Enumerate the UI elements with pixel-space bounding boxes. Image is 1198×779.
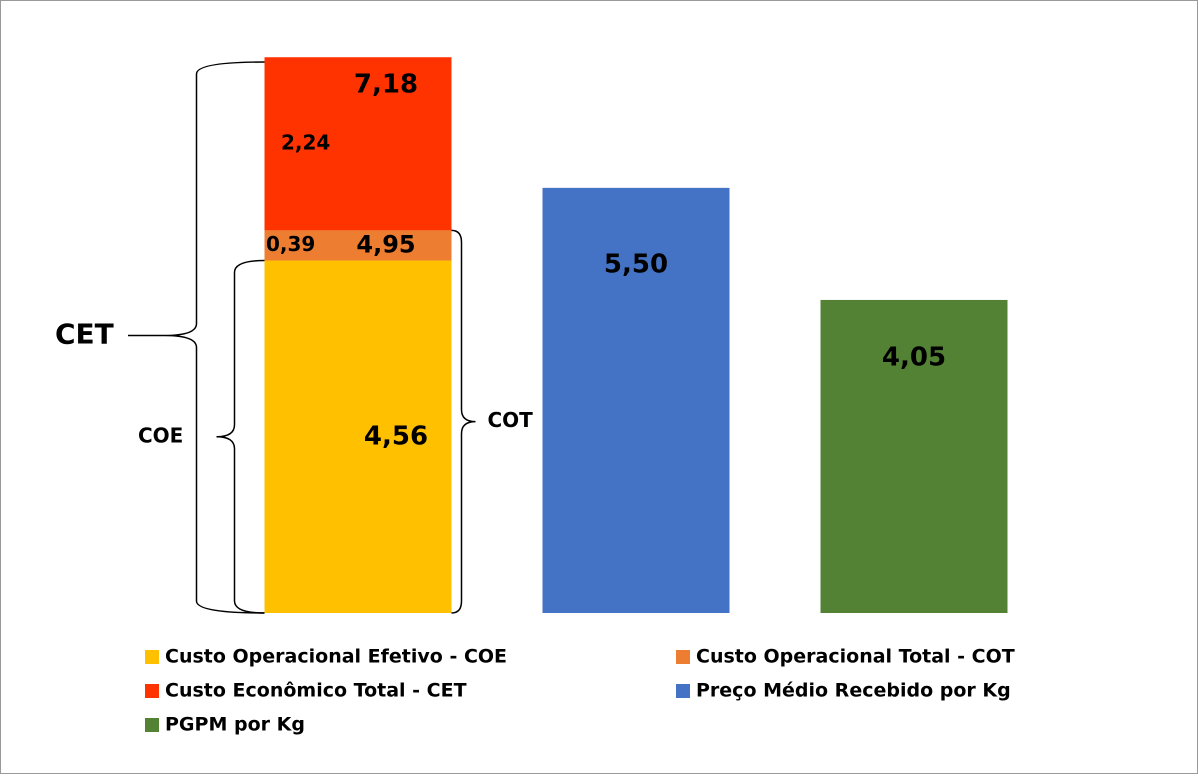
brace: [216, 259, 265, 614]
value-label: 7,18: [354, 70, 418, 100]
bar-segment: [820, 299, 1008, 613]
legend-swatch: [676, 650, 690, 664]
brace: [451, 229, 476, 614]
bar-segment: [264, 57, 452, 231]
legend-swatch: [145, 718, 159, 732]
bar-segment: [264, 260, 452, 613]
legend-label: Preço Médio Recebido por Kg: [696, 680, 1011, 702]
value-label: 5,50: [604, 249, 668, 279]
value-label: 4,56: [364, 421, 428, 451]
bar-segment: [264, 230, 452, 261]
annotation: COE: [138, 423, 183, 447]
legend-swatch: [145, 650, 159, 664]
value-label: 4,05: [882, 342, 946, 372]
annotation: CET: [55, 318, 114, 351]
value-label: 2,24: [281, 130, 330, 154]
legend-label: PGPM por Kg: [165, 714, 305, 736]
legend-swatch: [676, 684, 690, 698]
value-label: 0,39: [266, 232, 315, 256]
legend-swatch: [145, 684, 159, 698]
legend-label: Custo Operacional Total - COT: [696, 646, 1015, 668]
legend-label: Custo Econômico Total - CET: [165, 680, 467, 702]
value-label: 4,95: [356, 230, 415, 258]
bar-segment: [542, 187, 730, 613]
legend-label: Custo Operacional Efetivo - COE: [165, 646, 507, 668]
annotation: COT: [488, 408, 534, 432]
